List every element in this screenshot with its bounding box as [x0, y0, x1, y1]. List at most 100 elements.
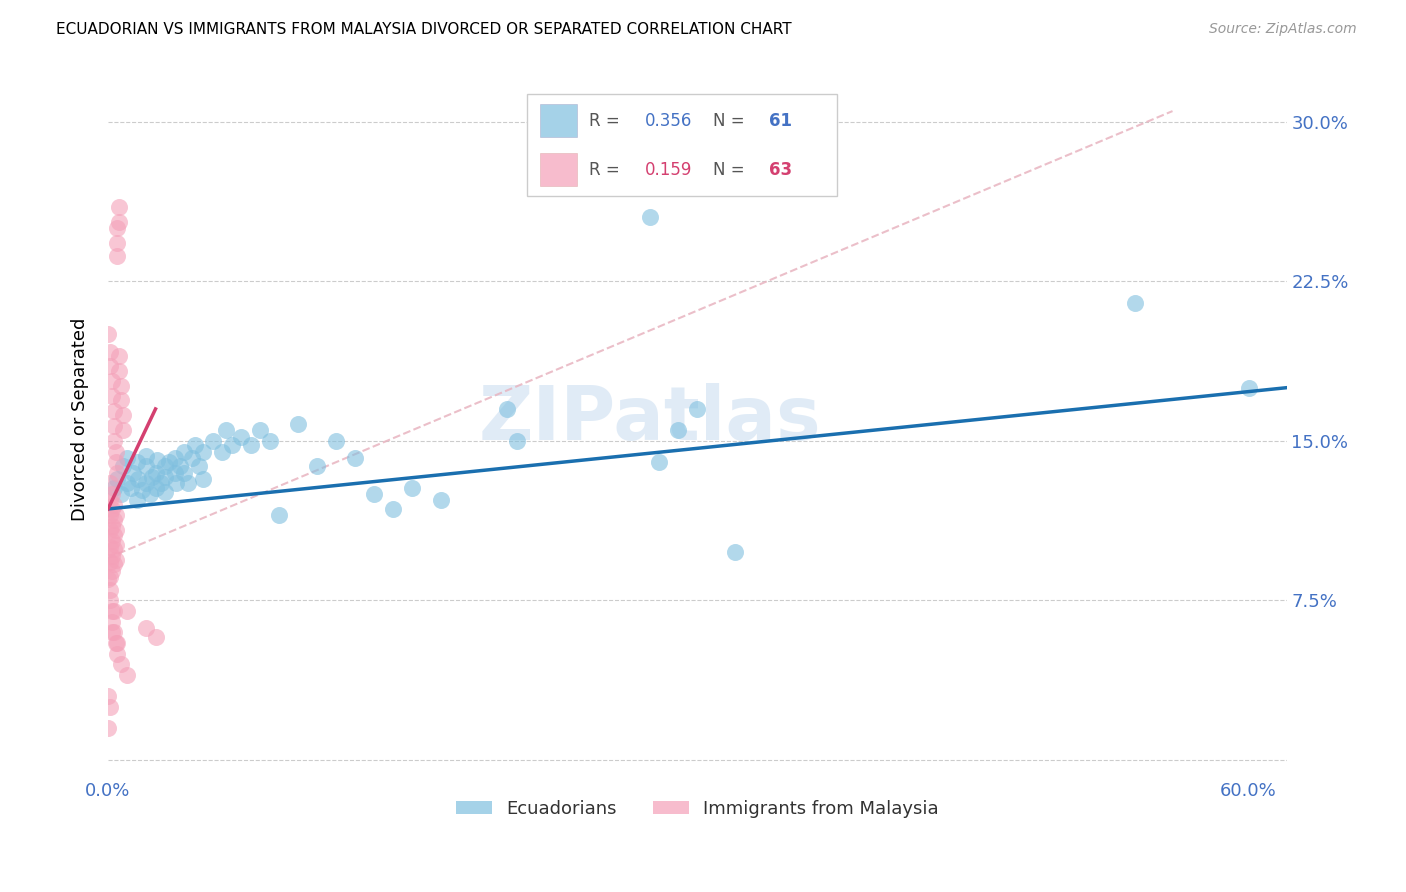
Point: [145, 630, 167, 644]
Point: [173, 444, 195, 458]
Point: [724, 544, 747, 558]
Point: [108, 200, 131, 214]
Point: [110, 487, 132, 501]
Point: [98, 582, 121, 597]
Point: [135, 449, 157, 463]
Text: N =: N =: [713, 161, 749, 178]
Point: [112, 409, 135, 423]
Point: [104, 636, 127, 650]
Point: [163, 450, 186, 465]
Point: [505, 434, 527, 448]
Point: [107, 249, 129, 263]
Point: [103, 558, 125, 572]
Point: [191, 444, 214, 458]
Point: [103, 604, 125, 618]
Point: [101, 374, 124, 388]
Y-axis label: Divorced or Separated: Divorced or Separated: [72, 318, 89, 521]
Point: [145, 466, 167, 480]
FancyBboxPatch shape: [540, 153, 576, 186]
Point: [107, 472, 129, 486]
Point: [169, 459, 191, 474]
Point: [638, 211, 661, 225]
Point: [104, 523, 127, 537]
Point: [98, 508, 121, 523]
Point: [103, 419, 125, 434]
Point: [686, 401, 709, 416]
Point: [215, 423, 238, 437]
Point: [108, 349, 131, 363]
Point: [101, 615, 124, 629]
Point: [177, 476, 200, 491]
Point: [107, 221, 129, 235]
Point: [103, 434, 125, 448]
Point: [121, 466, 143, 480]
Point: [249, 423, 271, 437]
Point: [115, 668, 138, 682]
Point: [120, 481, 142, 495]
Point: [363, 487, 385, 501]
FancyBboxPatch shape: [527, 94, 837, 196]
FancyBboxPatch shape: [540, 104, 576, 136]
Point: [107, 636, 129, 650]
Point: [98, 593, 121, 607]
Point: [103, 498, 125, 512]
Point: [201, 434, 224, 448]
Point: [108, 215, 131, 229]
Point: [146, 453, 169, 467]
Text: Source: ZipAtlas.com: Source: ZipAtlas.com: [1209, 22, 1357, 37]
Point: [104, 444, 127, 458]
Point: [98, 541, 121, 555]
Point: [648, 455, 671, 469]
Point: [382, 502, 405, 516]
Point: [107, 647, 129, 661]
Text: 0.159: 0.159: [645, 161, 692, 178]
Point: [101, 519, 124, 533]
Point: [267, 508, 290, 523]
Point: [107, 466, 129, 480]
Point: [108, 364, 131, 378]
Point: [101, 564, 124, 578]
Point: [135, 621, 157, 635]
Point: [135, 459, 157, 474]
Point: [103, 481, 125, 495]
Point: [97, 327, 120, 342]
Point: [101, 625, 124, 640]
Point: [150, 476, 173, 491]
Point: [239, 438, 262, 452]
Point: [173, 466, 195, 480]
Point: [125, 493, 148, 508]
Point: [107, 235, 129, 250]
Point: [145, 481, 167, 495]
Point: [97, 572, 120, 586]
Point: [666, 423, 689, 437]
Point: [157, 455, 180, 469]
Point: [101, 533, 124, 548]
Legend: Ecuadorians, Immigrants from Malaysia: Ecuadorians, Immigrants from Malaysia: [449, 792, 946, 825]
Point: [104, 455, 127, 469]
Point: [188, 459, 211, 474]
Point: [287, 417, 309, 431]
Point: [221, 438, 243, 452]
Point: [98, 344, 121, 359]
Point: [112, 459, 135, 474]
Point: [180, 450, 202, 465]
Text: 0.356: 0.356: [645, 112, 692, 130]
Point: [104, 553, 127, 567]
Point: [115, 476, 138, 491]
Point: [165, 476, 187, 491]
Point: [101, 389, 124, 403]
Point: [98, 699, 121, 714]
Point: [104, 508, 127, 523]
Point: [97, 690, 120, 704]
Point: [98, 493, 121, 508]
Text: ECUADORIAN VS IMMIGRANTS FROM MALAYSIA DIVORCED OR SEPARATED CORRELATION CHART: ECUADORIAN VS IMMIGRANTS FROM MALAYSIA D…: [56, 22, 792, 37]
Point: [101, 604, 124, 618]
Point: [307, 459, 329, 474]
Point: [103, 404, 125, 418]
Point: [211, 444, 233, 458]
Point: [103, 542, 125, 557]
Point: [153, 470, 176, 484]
Point: [103, 625, 125, 640]
Point: [98, 523, 121, 537]
Point: [110, 393, 132, 408]
